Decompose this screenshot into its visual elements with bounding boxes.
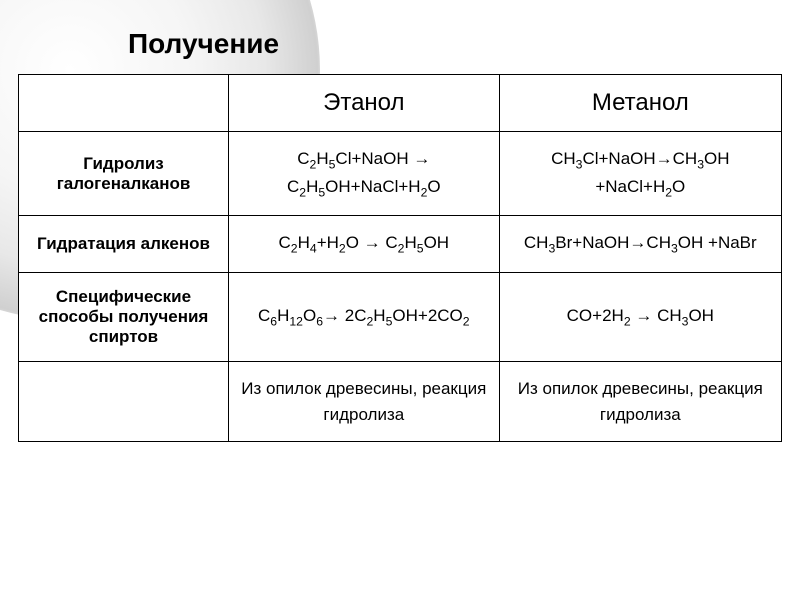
methanol-cell: CH3Br+NaOH→CH3OH +NaBr bbox=[499, 216, 781, 273]
ethanol-cell: C6H12O6→ 2C2H5OH+2CO2 bbox=[229, 273, 500, 362]
corner-empty-cell bbox=[19, 75, 229, 132]
table-row: Гидратация алкенов C2H4+H2O → C2H5OH CH3… bbox=[19, 216, 782, 273]
table-header-row: Этанол Метанол bbox=[19, 75, 782, 132]
comparison-table: Этанол Метанол Гидролиз галогеналканов C… bbox=[18, 74, 782, 442]
column-header-methanol: Метанол bbox=[499, 75, 781, 132]
row-label: Гидролиз галогеналканов bbox=[19, 132, 229, 216]
ethanol-cell: C2H4+H2O → C2H5OH bbox=[229, 216, 500, 273]
row-label bbox=[19, 362, 229, 442]
ethanol-cell: C2H5Cl+NaOH → C2H5OH+NaCl+H2O bbox=[229, 132, 500, 216]
slide-content: Получение Этанол Метанол Гидролиз галоге… bbox=[0, 0, 800, 442]
table-row: Из опилок древесины, реакция гидролиза И… bbox=[19, 362, 782, 442]
methanol-cell: Из опилок древесины, реакция гидролиза bbox=[499, 362, 781, 442]
methanol-cell: CO+2H2 → CH3OH bbox=[499, 273, 781, 362]
table-row: Гидролиз галогеналканов C2H5Cl+NaOH → C2… bbox=[19, 132, 782, 216]
methanol-cell: CH3Cl+NaOH→CH3OH +NaCl+H2O bbox=[499, 132, 781, 216]
row-label: Специфические способы получения спиртов bbox=[19, 273, 229, 362]
table-row: Специфические способы получения спиртов … bbox=[19, 273, 782, 362]
page-title: Получение bbox=[128, 28, 782, 60]
ethanol-cell: Из опилок древесины, реакция гидролиза bbox=[229, 362, 500, 442]
column-header-ethanol: Этанол bbox=[229, 75, 500, 132]
row-label: Гидратация алкенов bbox=[19, 216, 229, 273]
